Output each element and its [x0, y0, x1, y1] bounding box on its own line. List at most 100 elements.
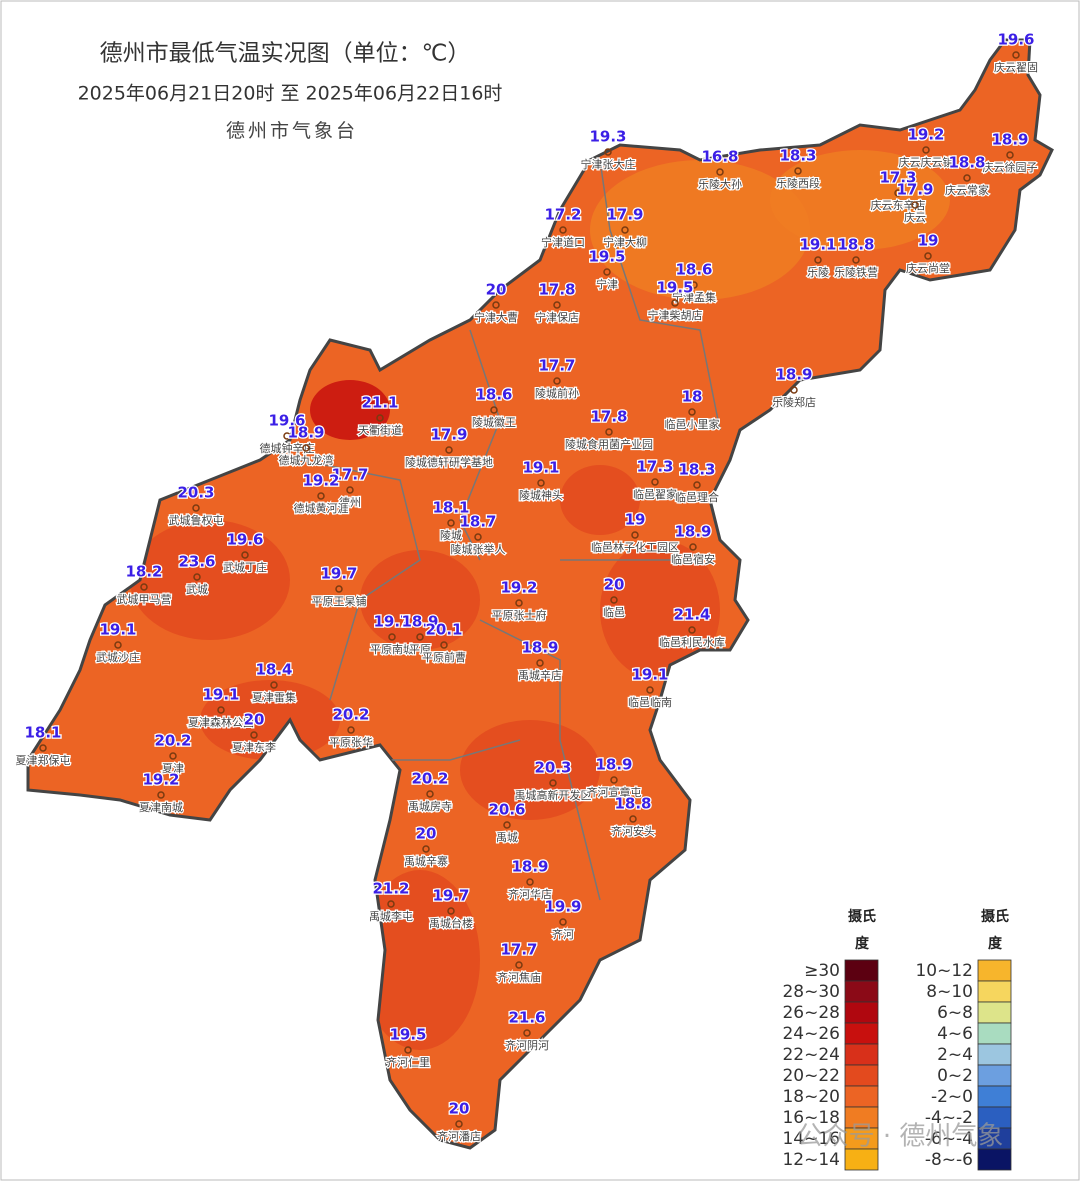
- station-value: 21.4: [673, 606, 710, 624]
- county-border: [299, 459, 421, 701]
- station-dot: [536, 659, 544, 667]
- station-value: 18: [682, 388, 703, 406]
- station-name: 陵城张举人: [451, 542, 506, 556]
- station-dot: [416, 633, 424, 641]
- county-border: [479, 619, 601, 901]
- station-value: 17.8: [538, 281, 575, 299]
- legend-swatch: [844, 1148, 879, 1171]
- legend-swatch: [844, 1064, 879, 1087]
- station-dot: [387, 900, 395, 908]
- station-dot: [922, 146, 930, 154]
- station-name: 庆云东辛店: [871, 198, 926, 212]
- station-dot: [621, 226, 629, 234]
- station-dot: [346, 486, 354, 494]
- station-dot: [794, 167, 802, 175]
- station-name: 乐陵大孙: [698, 177, 742, 191]
- station-value: 18.4: [255, 661, 292, 679]
- county-border: [380, 739, 521, 761]
- station-name: 平原前曹: [422, 650, 466, 664]
- station-dot: [515, 599, 523, 607]
- station-dot: [39, 744, 47, 752]
- station-value: 18.6: [675, 261, 712, 279]
- station-value: 20.1: [425, 621, 462, 639]
- station-value: 19.5: [588, 248, 625, 266]
- station-name: 陵城德轩研学基地: [405, 455, 493, 469]
- station-value: 19.7: [373, 613, 410, 631]
- legend-label: 4~6: [937, 1024, 973, 1044]
- legend-swatch: [844, 1085, 879, 1108]
- legend-swatch: [977, 1085, 1012, 1108]
- station-name: 平原张士府: [492, 608, 547, 622]
- station-value: 19.5: [656, 279, 693, 297]
- station-name: 夏津雷集: [252, 690, 296, 704]
- station-dot: [388, 633, 396, 641]
- station-value: 19.2: [500, 579, 537, 597]
- legend-swatch: [977, 980, 1012, 1003]
- station-value: 17.7: [500, 941, 537, 959]
- agency: 德州市气象台: [226, 120, 358, 142]
- station-value: 18.9: [287, 424, 324, 442]
- watermark: 公众号 · 德州气象: [797, 1122, 1004, 1152]
- station-name: 临邑林子化工园区: [591, 540, 679, 554]
- legend-label: 26~28: [782, 1003, 840, 1023]
- station-name: 天衢街道: [358, 423, 402, 437]
- station-value: 17.9: [430, 426, 467, 444]
- station-dot: [549, 779, 557, 787]
- station-value: 19.5: [389, 1026, 426, 1044]
- station-name: 武城沙庄: [96, 650, 140, 664]
- station-dot: [404, 1046, 412, 1054]
- station-value: 17.9: [606, 206, 643, 224]
- station-name: 德城黄河涯: [294, 501, 349, 515]
- station-dot: [445, 446, 453, 454]
- station-name: 平原王杲铺: [312, 595, 367, 608]
- region-outline: [26, 38, 1054, 1150]
- region-fill: [28, 40, 1052, 1148]
- station-dot: [157, 791, 165, 799]
- station-value: 17.3: [636, 458, 673, 476]
- station-value: 19.3: [589, 128, 626, 146]
- station-dot: [690, 281, 698, 289]
- station-dot: [553, 377, 561, 385]
- station-value: 19.2: [907, 126, 944, 144]
- station-value: 19.1: [99, 621, 136, 639]
- station-dot: [894, 189, 902, 197]
- station-name: 禹城房寺: [408, 800, 452, 813]
- station-name: 齐河潘店: [437, 1129, 481, 1143]
- station-name: 陵城食用菌产业园: [565, 437, 653, 451]
- temp-patch: [130, 520, 290, 640]
- station-value: 20.6: [488, 801, 525, 819]
- legend-label: 18~20: [782, 1087, 840, 1107]
- station-name: 齐河安头: [611, 824, 655, 838]
- station-value: 19.6: [268, 412, 305, 430]
- temp-patch: [360, 550, 480, 650]
- station-dot: [559, 226, 567, 234]
- temp-patch: [560, 465, 640, 535]
- legend-header: 摄氏度: [848, 908, 876, 952]
- station-name: 宁津大曹: [474, 310, 518, 324]
- station-value: 19.1: [522, 459, 559, 477]
- station-value: 16.8: [701, 148, 738, 166]
- station-dot: [474, 533, 482, 541]
- station-dot: [526, 878, 534, 886]
- station-dot: [603, 268, 611, 276]
- station-dot: [192, 504, 200, 512]
- station-value: 20: [486, 281, 507, 299]
- station-name: 平原南城: [370, 643, 414, 656]
- station-name: 武城鲁权屯: [169, 513, 224, 527]
- station-value: 18.3: [779, 147, 816, 165]
- legend-swatch: [977, 1148, 1012, 1171]
- station-name: 庆云庆云镇: [899, 155, 954, 169]
- county-border: [599, 159, 721, 431]
- station-value: 18.2: [125, 563, 162, 581]
- station-value: 18.8: [837, 236, 874, 254]
- station-name: 平原: [409, 643, 431, 656]
- station-value: 19.9: [544, 898, 581, 916]
- station-name: 齐河焦庙: [497, 970, 541, 984]
- station-name: 平原张华: [329, 735, 373, 749]
- station-name: 临邑临南: [628, 695, 672, 709]
- station-name: 德州: [339, 495, 361, 509]
- legend-swatch: [977, 1001, 1012, 1024]
- station-value: 20: [604, 576, 625, 594]
- legend-label: ≥30: [804, 961, 840, 981]
